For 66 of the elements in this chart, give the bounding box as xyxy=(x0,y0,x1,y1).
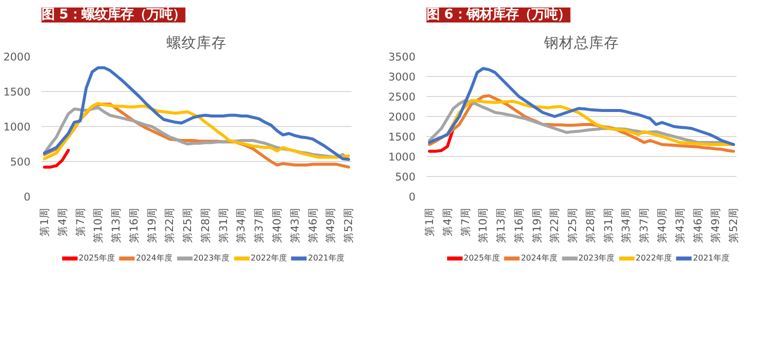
legend-label: 2021年度 xyxy=(308,252,344,264)
y-tick-label: 2000 xyxy=(388,110,416,124)
y-tick-label: 1500 xyxy=(3,86,31,98)
x-tick-label: 第46周 xyxy=(306,207,320,244)
x-tick-label: 第46周 xyxy=(691,207,704,244)
y-tick-label: 1500 xyxy=(388,130,416,144)
x-tick-label: 第28周 xyxy=(198,207,212,244)
x-tick-label: 第49周 xyxy=(709,207,722,244)
x-tick-label: 第52周 xyxy=(342,207,356,244)
x-tick-label: 第4周 xyxy=(440,208,454,236)
y-tick-label: 0 xyxy=(408,190,416,204)
x-tick-label: 第25周 xyxy=(181,207,194,244)
x-tick-label: 第40周 xyxy=(655,207,668,244)
x-tick-label: 第7周 xyxy=(458,208,472,236)
x-tick-label: 第1周 xyxy=(38,208,51,236)
x-tick-label: 第4周 xyxy=(56,208,69,236)
y-tick-label: 1000 xyxy=(388,150,416,164)
x-tick-label: 第10周 xyxy=(92,207,105,244)
legend-label: 2022年度 xyxy=(636,252,672,264)
x-tick-label: 第40周 xyxy=(270,207,284,244)
y-tick-label: 1000 xyxy=(3,120,31,134)
chart-subtitle: 螺纹库存 xyxy=(166,34,226,52)
x-tick-label: 第16周 xyxy=(512,207,526,244)
x-tick-label: 第13周 xyxy=(110,207,123,244)
chart-subtitle: 钢材总库存 xyxy=(543,34,619,52)
x-tick-label: 第19周 xyxy=(530,207,544,244)
legend-label: 2024年度 xyxy=(136,252,172,264)
x-tick-label: 第19周 xyxy=(145,207,158,244)
legend-label: 2022年度 xyxy=(250,252,288,264)
y-tick-label: 3500 xyxy=(388,50,416,64)
x-tick-label: 第16周 xyxy=(127,207,140,244)
x-tick-label: 第43周 xyxy=(673,207,686,244)
x-tick-label: 第25周 xyxy=(566,207,580,244)
x-tick-label: 第37周 xyxy=(638,207,651,244)
legend-label: 2023年度 xyxy=(578,252,615,264)
x-tick-label: 第34周 xyxy=(620,207,633,244)
x-tick-label: 第22周 xyxy=(548,207,562,244)
line-series xyxy=(428,67,736,146)
x-tick-label: 第22周 xyxy=(163,207,176,244)
legend-label: 2023年度 xyxy=(193,252,230,264)
x-tick-label: 第1周 xyxy=(422,208,436,236)
x-tick-label: 第10周 xyxy=(476,207,490,244)
line-series xyxy=(42,66,350,161)
chart-title: 图 5：螺纹库存（万吨） xyxy=(42,6,186,22)
x-tick-label: 第34周 xyxy=(234,207,248,244)
y-tick-label: 3000 xyxy=(388,70,416,84)
x-tick-label: 第28周 xyxy=(584,207,597,244)
y-tick-label: 500 xyxy=(10,156,31,168)
x-tick-label: 第37周 xyxy=(252,207,266,244)
x-tick-label: 第13周 xyxy=(494,207,508,244)
legend-label: 2025年度 xyxy=(78,252,115,264)
chart-title: 图 6：钢材库存（万吨） xyxy=(426,6,570,22)
y-tick-label: 2500 xyxy=(388,90,416,104)
x-tick-label: 第31周 xyxy=(602,207,615,244)
x-tick-label: 第49周 xyxy=(324,207,338,244)
legend-label: 2025年度 xyxy=(464,252,500,264)
x-tick-label: 第52周 xyxy=(727,207,740,244)
y-tick-label: 0 xyxy=(24,190,31,204)
y-tick-label: 2000 xyxy=(3,50,31,64)
x-tick-label: 第31周 xyxy=(216,207,230,244)
x-tick-label: 第7周 xyxy=(74,208,87,236)
legend-label: 2021年度 xyxy=(693,252,730,264)
legend-label: 2024年度 xyxy=(520,252,558,264)
line-series xyxy=(42,148,70,169)
y-tick-label: 500 xyxy=(395,170,416,184)
x-tick-label: 第43周 xyxy=(288,207,302,244)
